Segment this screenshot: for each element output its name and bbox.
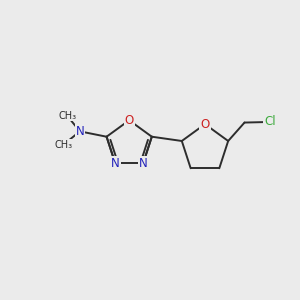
- Text: CH₃: CH₃: [54, 140, 73, 150]
- Text: N: N: [111, 157, 120, 170]
- Text: N: N: [76, 125, 84, 138]
- Text: N: N: [139, 157, 148, 170]
- Text: Cl: Cl: [264, 116, 276, 128]
- Text: O: O: [124, 114, 134, 127]
- Text: O: O: [200, 118, 210, 130]
- Text: CH₃: CH₃: [58, 111, 76, 121]
